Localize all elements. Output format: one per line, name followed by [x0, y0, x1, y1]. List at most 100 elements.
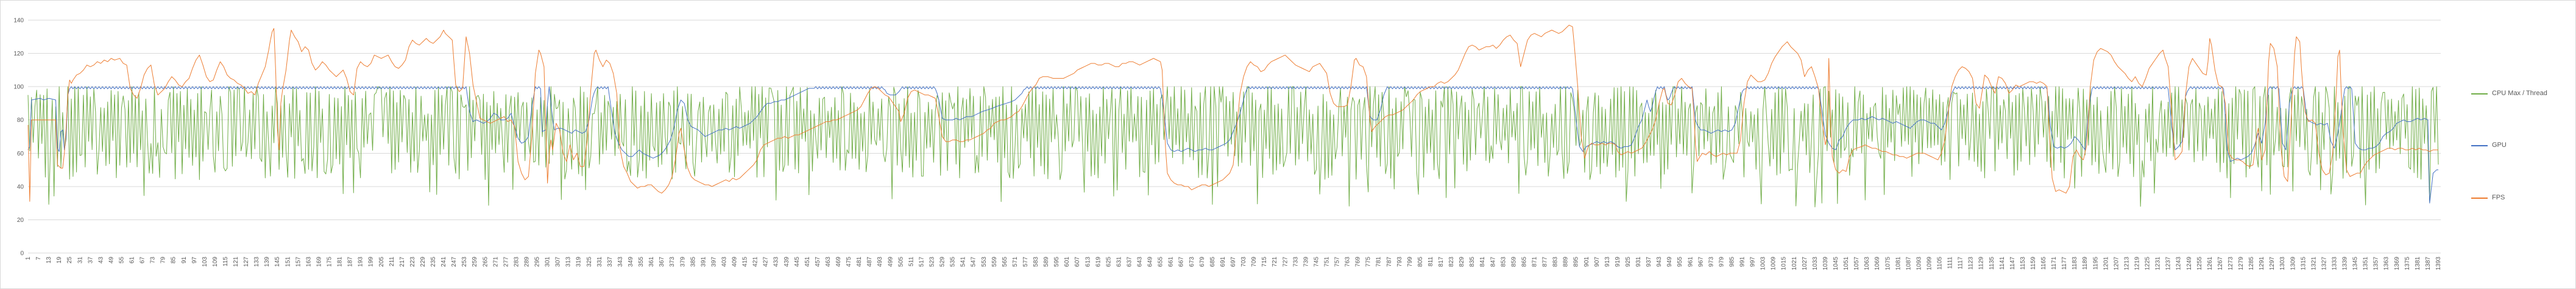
- x-axis-tick-label: 433: [773, 257, 780, 267]
- x-axis-tick-label: 949: [1666, 257, 1673, 267]
- x-axis-tick-label: 103: [202, 257, 208, 267]
- x-axis-tick-label: 445: [794, 257, 801, 267]
- x-axis-tick-label: 415: [742, 257, 749, 267]
- x-axis-tick-label: 265: [482, 257, 489, 267]
- x-axis-tick-label: 907: [1594, 257, 1601, 267]
- x-axis-tick-label: 1003: [1760, 257, 1767, 271]
- x-axis-tick-label: 505: [897, 257, 904, 267]
- x-axis-tick-label: 919: [1615, 257, 1621, 267]
- x-axis-tick-label: 37: [87, 257, 94, 264]
- x-axis-tick-label: 607: [1074, 257, 1081, 267]
- x-axis-tick-label: 1141: [1999, 257, 2006, 270]
- x-axis-tick-label: 235: [430, 257, 437, 267]
- x-axis-tick-label: 613: [1085, 257, 1091, 267]
- legend-item-cpu: CPU Max / Thread: [2471, 90, 2547, 98]
- x-axis-tick-label: 1207: [2113, 257, 2120, 271]
- x-axis-tick-label: 655: [1158, 257, 1164, 267]
- x-axis-tick-label: 1051: [1843, 257, 1850, 271]
- y-axis-tick-label: 140: [13, 18, 24, 24]
- x-axis-tick-label: 577: [1022, 257, 1029, 267]
- x-axis-tick-label: 847: [1490, 257, 1496, 267]
- x-axis-tick-label: 1171: [2051, 257, 2058, 270]
- x-axis-tick-label: 661: [1168, 257, 1175, 267]
- x-axis-tick-label: 1393: [2435, 257, 2442, 271]
- x-axis-tick-label: 43: [97, 257, 104, 264]
- x-axis-tick-label: 625: [1105, 257, 1112, 267]
- x-axis-tick-label: 1093: [1916, 257, 1922, 271]
- x-axis-tick-label: 883: [1552, 257, 1559, 267]
- cpu-max-thread-line: [27, 86, 2439, 207]
- x-axis-tick-label: 1129: [1978, 257, 1985, 270]
- fps-line: [27, 24, 2438, 202]
- x-axis-tick-label: 721: [1272, 257, 1278, 267]
- x-axis-tick-label: 391: [700, 257, 707, 267]
- x-axis-tick-label: 1291: [2259, 257, 2265, 271]
- x-axis-tick-label: 667: [1178, 257, 1185, 267]
- x-axis-tick-label: 1111: [1947, 257, 1954, 269]
- x-axis-tick-label: 1165: [2040, 257, 2047, 270]
- x-axis-tick-label: 1231: [2155, 257, 2162, 271]
- x-axis-tick-label: 829: [1459, 257, 1465, 267]
- x-axis-tick-label: 1219: [2134, 257, 2141, 271]
- x-axis-tick-label: 865: [1521, 257, 1527, 267]
- x-axis-tick-label: 1027: [1802, 257, 1808, 271]
- x-axis-tick-label: 1087: [1905, 257, 1912, 271]
- x-axis-tick-label: 961: [1687, 257, 1694, 267]
- x-axis-tick-label: 1099: [1926, 257, 1933, 271]
- x-axis-tick-label: 739: [1303, 257, 1309, 267]
- x-axis-tick-label: 469: [835, 257, 842, 267]
- x-axis-tick-label: 1237: [2165, 257, 2172, 271]
- x-axis-tick-label: 559: [991, 257, 998, 267]
- x-axis-tick-label: 685: [1209, 257, 1216, 267]
- y-axis-tick-label: 120: [13, 51, 24, 57]
- y-axis-tick-label: 20: [17, 217, 24, 224]
- x-axis-tick-label: 451: [804, 257, 811, 267]
- x-axis-tick-label: 181: [337, 257, 344, 267]
- x-axis-tick-label: 1321: [2310, 257, 2317, 271]
- x-axis-tick-label: 985: [1729, 257, 1735, 267]
- x-axis-tick-label: 727: [1282, 257, 1289, 267]
- fps-series-swatch-icon: [2471, 197, 2488, 199]
- x-axis-tick-label: 1357: [2373, 257, 2380, 271]
- x-axis-tick-label: 565: [1002, 257, 1008, 267]
- x-axis-tick-label: 109: [212, 257, 219, 267]
- x-axis-tick-label: 1075: [1884, 257, 1891, 271]
- x-axis-tick-label: 133: [253, 257, 260, 267]
- x-axis-tick-label: 217: [399, 257, 406, 267]
- x-axis-tick-label: 457: [815, 257, 821, 267]
- x-axis-tick-label: 67: [140, 257, 146, 264]
- x-axis-tick-label: 55: [118, 257, 125, 264]
- x-axis-tick-label: 1039: [1822, 257, 1829, 271]
- x-axis-tick-label: 571: [1012, 257, 1019, 267]
- x-axis-tick-label: 1225: [2145, 257, 2151, 271]
- x-axis-tick-label: 13: [46, 257, 52, 264]
- x-axis-tick-label: 1045: [1833, 257, 1839, 271]
- x-axis-tick-label: 637: [1126, 257, 1133, 267]
- x-axis-tick-label: 1009: [1771, 257, 1777, 271]
- x-axis-tick-label: 751: [1323, 257, 1330, 267]
- x-axis-tick-label: 967: [1697, 257, 1704, 267]
- x-axis-tick-label: 295: [534, 257, 541, 267]
- x-axis-tick-label: 211: [389, 257, 395, 266]
- x-axis-tick-label: 115: [222, 257, 229, 266]
- x-axis-tick-label: 991: [1739, 257, 1746, 267]
- x-axis-tick-label: 889: [1563, 257, 1569, 267]
- x-axis-tick-label: 793: [1396, 257, 1403, 267]
- x-axis-tick-label: 871: [1532, 257, 1538, 267]
- x-axis-tick-label: 823: [1448, 257, 1455, 267]
- x-axis-tick-label: 1123: [1968, 257, 1975, 270]
- x-axis-tick-label: 1381: [2415, 257, 2421, 271]
- x-axis-tick-label: 301: [545, 257, 551, 267]
- x-axis-tick-label: 139: [264, 257, 271, 267]
- x-axis-tick-label: 481: [856, 257, 863, 267]
- x-axis-tick-label: 601: [1064, 257, 1070, 267]
- y-axis-tick-label: 100: [13, 84, 24, 91]
- x-axis-tick-label: 595: [1053, 257, 1060, 267]
- x-axis-tick-label: 1255: [2196, 257, 2203, 271]
- legend-item-fps: FPS: [2471, 194, 2505, 202]
- x-axis-tick-label: 7: [35, 257, 42, 260]
- x-axis-tick-label: 955: [1677, 257, 1683, 267]
- gpu-series-swatch-icon: [2471, 144, 2488, 146]
- x-axis-tick-label: 289: [523, 257, 530, 267]
